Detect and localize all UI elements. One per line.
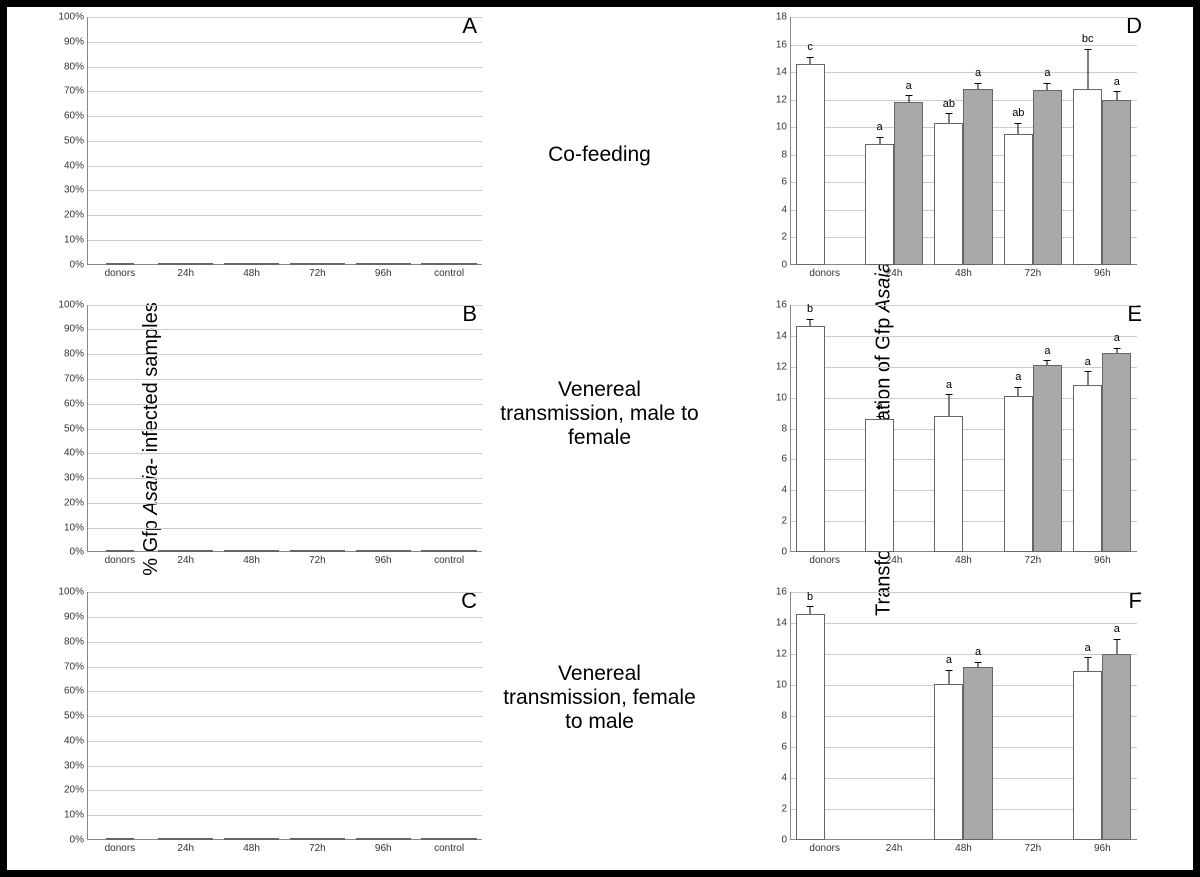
bar-gray: [1102, 654, 1131, 840]
bar-white: [421, 263, 449, 265]
sig-label: a: [1044, 67, 1050, 79]
bar-white: [1073, 671, 1102, 840]
sig-label: a: [1085, 642, 1091, 654]
sig-label: a: [1015, 371, 1021, 383]
bar-white: [356, 838, 384, 840]
bar-white: [290, 838, 318, 840]
bar-gray: [186, 263, 214, 265]
chart-C: 0%10%20%30%40%50%60%70%80%90%100%donors2…: [87, 592, 482, 840]
bar-white: [106, 263, 134, 265]
sig-label: a: [1085, 356, 1091, 368]
bar-white: [106, 838, 134, 840]
panel-E: E 0246810121416donorsb24ha48ha72haa96haa: [755, 295, 1147, 583]
sig-label: a: [975, 646, 981, 658]
sig-label: a: [1114, 76, 1120, 88]
bar-white: [290, 263, 318, 265]
bar-gray: [383, 550, 411, 552]
chart-B: 0%10%20%30%40%50%60%70%80%90%100%donors2…: [87, 305, 482, 553]
chart-A: 0%10%20%30%40%50%60%70%80%90%100%donors2…: [87, 17, 482, 265]
bar-white: [934, 684, 963, 840]
bar-gray: [449, 550, 477, 552]
sig-label: b: [807, 591, 813, 603]
panel-D: D 024681012141618donorsc24haa48haba72hab…: [755, 7, 1147, 295]
bar-white: [356, 263, 384, 265]
bar-white: [158, 550, 186, 552]
bar-white: [158, 838, 186, 840]
bar-white: [934, 123, 963, 265]
chart-E: 0246810121416donorsb24ha48ha72haa96haa: [790, 305, 1137, 553]
panel-F: F 0246810121416donorsb24h48haa72h96haa: [755, 582, 1147, 870]
chart-F: 0246810121416donorsb24h48haa72h96haa: [790, 592, 1137, 840]
sig-label: bc: [1082, 33, 1094, 45]
bar-white: [1073, 385, 1102, 552]
bar-gray: [383, 838, 411, 840]
bar-white: [796, 614, 825, 840]
bar-gray: [963, 667, 992, 840]
bar-white: [1004, 396, 1033, 552]
bar-gray: [1102, 353, 1131, 553]
bar-gray: [894, 102, 923, 264]
bar-gray: [252, 550, 280, 552]
bar-gray: [317, 263, 345, 265]
bar-gray: [449, 263, 477, 265]
sig-label: a: [876, 400, 882, 412]
sig-label: a: [1114, 332, 1120, 344]
bar-white: [224, 263, 252, 265]
left-column: A 0%10%20%30%40%50%60%70%80%90%100%donor…: [7, 7, 492, 870]
row-title-2: Venereal transmission, male to female: [497, 378, 702, 450]
bar-white: [356, 550, 384, 552]
bar-white: [865, 419, 894, 552]
sig-label: a: [876, 121, 882, 133]
bar-white: [796, 64, 825, 265]
panel-B: B 0%10%20%30%40%50%60%70%80%90%100%donor…: [52, 295, 492, 583]
sig-label: ab: [943, 98, 955, 110]
bar-gray: [1033, 90, 1062, 265]
sig-label: a: [1044, 345, 1050, 357]
sig-label: a: [906, 80, 912, 92]
chart-D: 024681012141618donorsc24haa48haba72haba9…: [790, 17, 1137, 265]
bar-white: [290, 550, 318, 552]
bar-white: [934, 416, 963, 552]
bar-white: [106, 550, 134, 552]
bar-gray: [252, 838, 280, 840]
sig-label: ab: [1012, 107, 1024, 119]
bar-gray: [963, 89, 992, 265]
sig-label: a: [946, 654, 952, 666]
bar-white: [421, 550, 449, 552]
bar-gray: [383, 263, 411, 265]
bar-white: [1004, 134, 1033, 265]
sig-label: b: [807, 303, 813, 315]
bar-gray: [186, 838, 214, 840]
row-title-3: Venereal transmission, female to male: [497, 662, 702, 734]
bar-white: [865, 144, 894, 265]
bar-white: [796, 326, 825, 552]
bar-gray: [186, 550, 214, 552]
middle-column: Co-feeding Venereal transmission, male t…: [492, 7, 707, 870]
sig-label: a: [975, 67, 981, 79]
right-column: D 024681012141618donorsc24haa48haba72hab…: [707, 7, 1147, 870]
bar-gray: [449, 838, 477, 840]
figure-frame: % Gfp Asaia- infected samples Transforme…: [0, 0, 1200, 877]
sig-label: c: [807, 41, 813, 53]
row-title-1: Co-feeding: [548, 143, 651, 167]
panel-C: C 0%10%20%30%40%50%60%70%80%90%100%donor…: [52, 582, 492, 870]
bar-white: [224, 838, 252, 840]
sig-label: a: [946, 379, 952, 391]
panel-A: A 0%10%20%30%40%50%60%70%80%90%100%donor…: [52, 7, 492, 295]
bar-white: [224, 550, 252, 552]
bar-white: [421, 838, 449, 840]
sig-label: a: [1114, 623, 1120, 635]
bar-gray: [317, 550, 345, 552]
bar-white: [158, 263, 186, 265]
bar-gray: [252, 263, 280, 265]
bar-gray: [317, 838, 345, 840]
bar-gray: [1033, 365, 1062, 552]
bar-white: [1073, 89, 1102, 265]
bar-gray: [1102, 100, 1131, 265]
